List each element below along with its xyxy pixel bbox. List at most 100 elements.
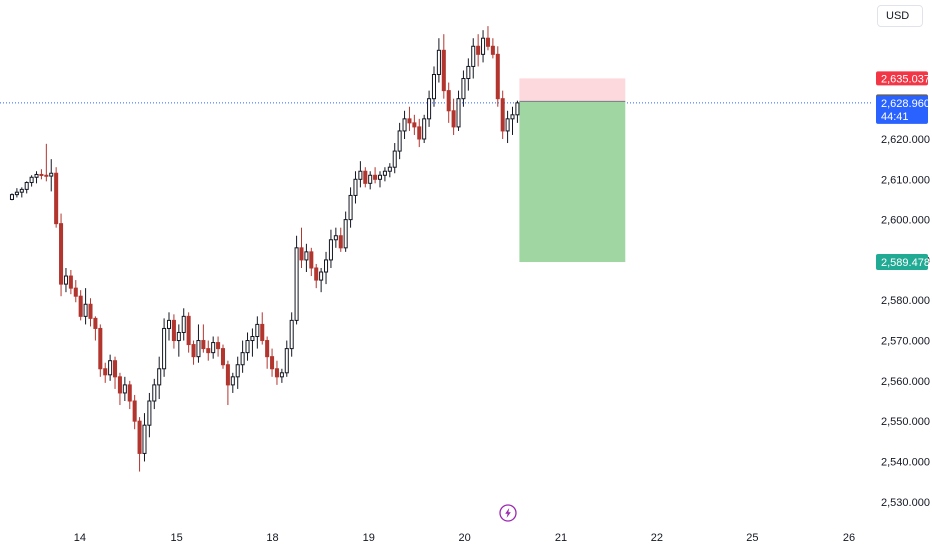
candle-body <box>245 340 250 354</box>
candle-body <box>191 344 196 358</box>
candle-body <box>490 45 495 55</box>
candle <box>49 159 54 192</box>
candle <box>250 328 255 357</box>
stop-loss-zone[interactable] <box>519 78 626 102</box>
candle <box>103 362 108 383</box>
candle <box>481 30 486 63</box>
candle-body <box>471 45 476 67</box>
candle <box>63 267 68 293</box>
candle <box>157 356 162 399</box>
candle-body <box>93 317 98 329</box>
candle <box>54 167 59 228</box>
current-price-tag-bg <box>876 95 928 124</box>
candle-body <box>402 118 407 132</box>
candle <box>382 167 387 182</box>
candle <box>166 312 172 341</box>
candle <box>255 316 260 349</box>
candle-body <box>98 327 103 370</box>
candle <box>137 417 142 472</box>
candle-body <box>358 170 363 180</box>
lightning-icon[interactable] <box>499 504 517 522</box>
candle <box>348 187 353 228</box>
candle <box>490 38 495 59</box>
candle <box>284 340 289 377</box>
candle <box>373 167 378 184</box>
price-tags: 2,635.0372,629.3432,628.96044:412,589.47… <box>876 71 930 271</box>
x-tick-label: 25 <box>746 532 758 544</box>
candle-body <box>294 247 299 321</box>
current-price-text: 2,628.960 <box>881 98 930 110</box>
candle <box>441 34 446 99</box>
take-profit-zone[interactable] <box>519 101 626 263</box>
candle-body <box>353 178 358 196</box>
stop-price-tag: 2,635.037 <box>876 71 930 86</box>
y-tick-label: 2,600.000 <box>881 215 930 227</box>
x-tick-label: 19 <box>363 532 375 544</box>
candle-body <box>19 188 24 193</box>
candle <box>176 324 181 357</box>
candle-body <box>54 172 59 225</box>
candle-body <box>338 235 343 249</box>
candle <box>186 312 191 353</box>
candle-body <box>324 259 329 273</box>
candle <box>476 34 481 67</box>
candle <box>407 106 412 131</box>
candle-body <box>476 45 481 55</box>
candle-body <box>24 182 29 190</box>
candle-body <box>103 368 108 376</box>
target-price-tag-bg <box>876 254 928 271</box>
candle-body <box>451 110 456 128</box>
y-tick-label: 2,550.000 <box>881 416 930 428</box>
candle <box>265 336 270 369</box>
candle <box>171 314 176 349</box>
candle-body <box>466 65 471 80</box>
candle-body <box>510 114 515 120</box>
candle-body <box>363 170 368 184</box>
candle-body <box>34 173 39 178</box>
candle-body <box>235 364 240 378</box>
candle <box>132 394 137 430</box>
candle <box>500 90 505 139</box>
candle-body <box>265 340 270 358</box>
currency-selector[interactable]: USD <box>877 5 923 27</box>
candle-body <box>407 118 412 124</box>
candle <box>122 376 127 402</box>
position-zones[interactable] <box>519 78 626 263</box>
candle <box>397 122 402 160</box>
candle <box>196 324 201 363</box>
candle <box>39 169 44 180</box>
candle <box>299 227 304 268</box>
candle-body <box>162 327 167 370</box>
candle-body <box>49 172 54 177</box>
time-axis[interactable]: 14 15 18 19 20 21 22 25 26 <box>74 532 855 544</box>
candle-body <box>176 331 181 342</box>
candle-body <box>485 37 490 47</box>
candle-body <box>230 376 235 386</box>
x-tick-label: 18 <box>266 532 278 544</box>
candle-body <box>431 73 437 100</box>
candle-body <box>333 235 338 241</box>
candle-body <box>68 275 73 289</box>
x-tick-label: 22 <box>651 532 663 544</box>
candles <box>9 26 520 472</box>
candle <box>324 251 329 285</box>
candle-body <box>39 173 44 176</box>
candle <box>279 368 284 383</box>
candle <box>225 360 230 406</box>
x-tick-label: 21 <box>555 532 567 544</box>
candle-body <box>250 336 255 342</box>
candle-body <box>441 49 446 92</box>
price-axis[interactable]: 2,530.000 2,540.000 2,550.000 2,560.000 2,57… <box>881 134 930 509</box>
candle <box>436 38 441 83</box>
candle <box>446 82 451 123</box>
candle-body <box>309 251 314 269</box>
y-tick-label: 2,560.000 <box>881 376 930 388</box>
y-tick-label: 2,620.000 <box>881 134 930 146</box>
candle-body <box>73 287 78 297</box>
candle-body <box>368 174 373 184</box>
candle-body <box>343 219 348 249</box>
candle <box>73 280 78 303</box>
candle <box>402 110 407 139</box>
